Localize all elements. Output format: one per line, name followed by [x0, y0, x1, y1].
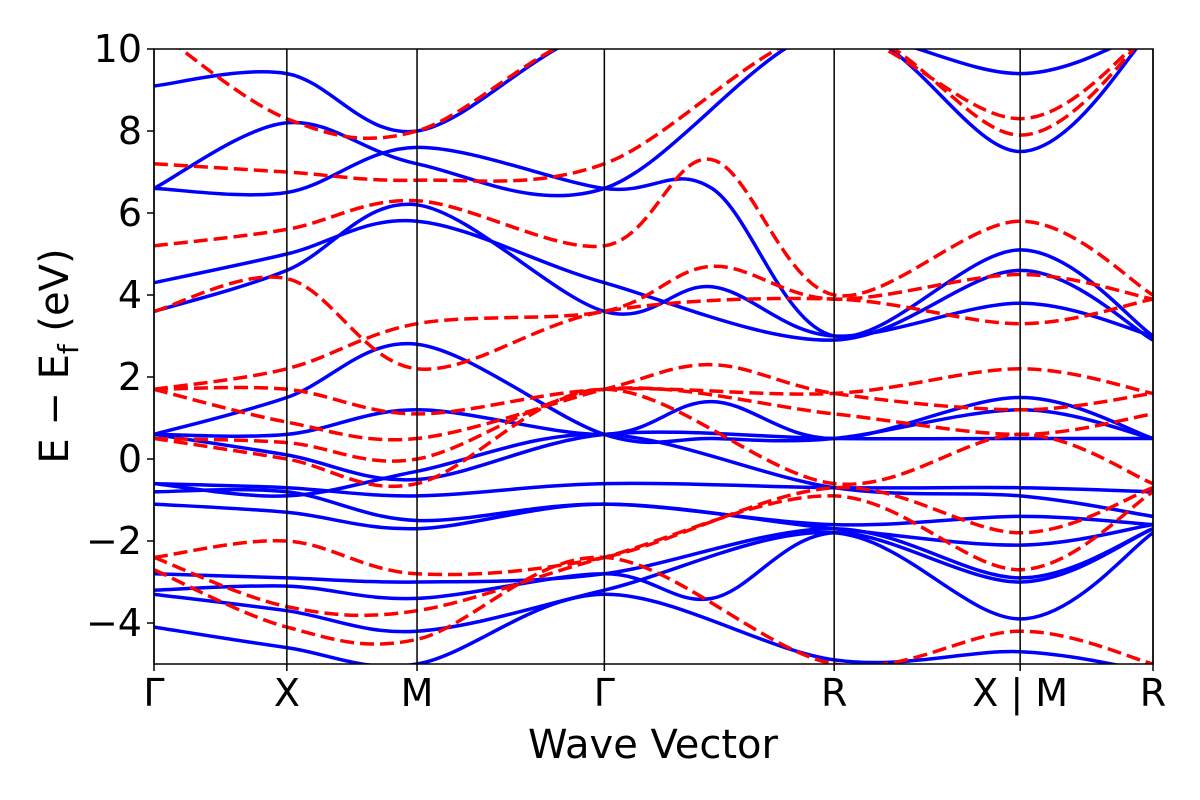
dashed-band-5	[154, 362, 1153, 442]
solid-band-6	[154, 481, 1153, 498]
dashed-band-1	[154, 490, 1153, 618]
solid-band-9	[154, 395, 1153, 441]
y-axis-label-main: E − E	[32, 354, 78, 464]
y-axis-ticks: 10 8 6 4 2 0 −2 −4	[86, 27, 154, 645]
x-tick-label-0: Γ	[143, 671, 164, 715]
solid-band-5	[154, 487, 1153, 527]
dashed-band-6	[154, 367, 1153, 416]
dashed-band-3	[154, 387, 1153, 489]
dashed-band-9	[154, 157, 1153, 298]
solid-band-15	[154, 49, 1114, 134]
x-tick-label-5: X | M	[972, 671, 1068, 716]
y-tick-label-4: 2	[118, 355, 142, 399]
solid-band-7	[154, 432, 1153, 519]
solid-band-14	[154, 49, 1139, 198]
dashed-band-2	[154, 485, 1153, 577]
solid-band-4	[154, 502, 1153, 547]
x-tick-label-2: M	[401, 671, 434, 715]
plot-frame	[153, 48, 1154, 665]
solid-band-8	[154, 430, 1153, 482]
y-tick-label-5: 0	[118, 437, 142, 481]
solid-band-10	[154, 341, 1153, 445]
bands-layer	[154, 49, 1153, 664]
y-axis-label: E − Ef (eV)	[32, 248, 85, 463]
y-tick-label-1: 8	[118, 109, 142, 153]
dashed-band-7	[154, 264, 1153, 392]
solid-band-0	[154, 592, 1121, 664]
x-tick-label-3: Γ	[594, 671, 615, 715]
x-tick-label-4: R	[821, 671, 847, 715]
solid-band-12	[154, 218, 1153, 342]
high-symmetry-lines	[153, 49, 1154, 664]
x-tick-label-6: R	[1140, 671, 1166, 715]
x-axis-label: Wave Vector	[528, 722, 779, 768]
y-tick-label-6: −2	[86, 519, 142, 563]
dashed-band-8	[154, 275, 1153, 371]
y-tick-label-2: 6	[118, 191, 142, 235]
solid-band-11	[154, 202, 1153, 338]
solid-band-13	[154, 145, 1153, 339]
y-tick-label-7: −4	[86, 601, 142, 645]
y-tick-label-0: 10	[94, 27, 142, 71]
x-tick-label-1: X	[274, 671, 300, 715]
y-axis-label-subscript: f	[52, 343, 85, 354]
solid-band-2	[154, 527, 1153, 602]
y-axis-label-unit: (eV)	[32, 248, 78, 344]
y-tick-label-3: 4	[118, 273, 142, 317]
x-axis-ticks: Γ X M Γ R X | M R	[143, 664, 1166, 716]
